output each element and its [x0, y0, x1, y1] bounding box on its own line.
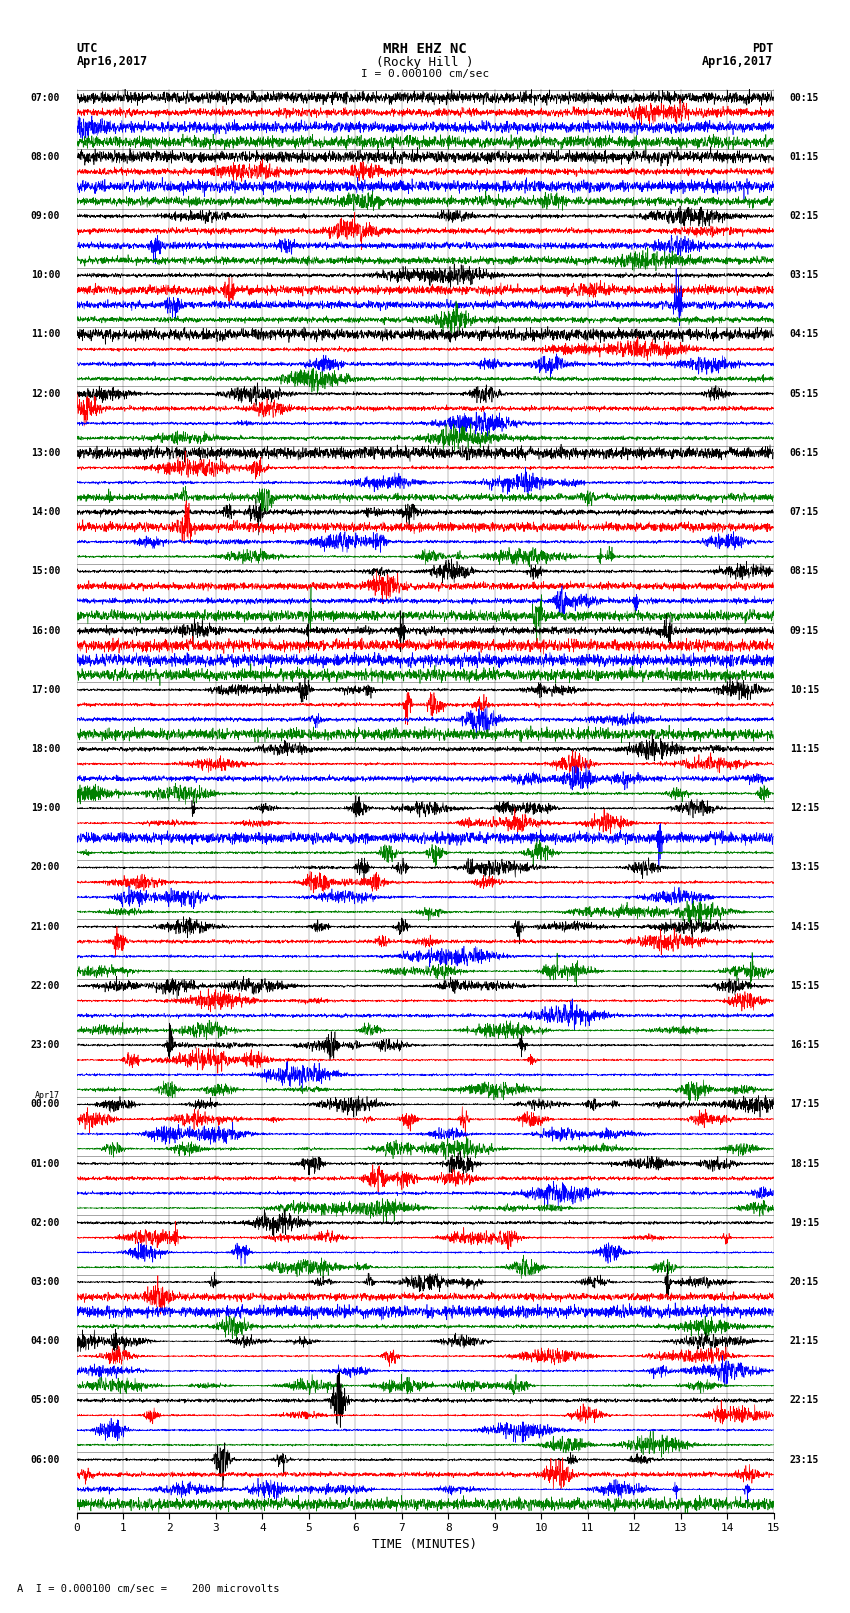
Text: 00:15: 00:15: [790, 92, 819, 103]
Text: UTC: UTC: [76, 42, 98, 55]
Text: I = 0.000100 cm/sec: I = 0.000100 cm/sec: [361, 69, 489, 79]
Text: 08:15: 08:15: [790, 566, 819, 576]
Text: 23:00: 23:00: [31, 1040, 60, 1050]
Text: 18:15: 18:15: [790, 1158, 819, 1168]
Text: 23:15: 23:15: [790, 1455, 819, 1465]
Text: 16:00: 16:00: [31, 626, 60, 636]
Text: 02:00: 02:00: [31, 1218, 60, 1227]
Text: 10:15: 10:15: [790, 686, 819, 695]
Text: 09:15: 09:15: [790, 626, 819, 636]
Text: 08:00: 08:00: [31, 152, 60, 161]
Text: 12:15: 12:15: [790, 803, 819, 813]
Text: 18:00: 18:00: [31, 744, 60, 753]
Text: Apr16,2017: Apr16,2017: [76, 55, 148, 68]
Text: 15:15: 15:15: [790, 981, 819, 990]
Text: 06:15: 06:15: [790, 448, 819, 458]
Text: (Rocky Hill ): (Rocky Hill ): [377, 56, 473, 69]
Text: 11:15: 11:15: [790, 744, 819, 753]
Text: MRH EHZ NC: MRH EHZ NC: [383, 42, 467, 56]
Text: 07:15: 07:15: [790, 506, 819, 518]
Text: 07:00: 07:00: [31, 92, 60, 103]
Text: 16:15: 16:15: [790, 1040, 819, 1050]
Text: 05:00: 05:00: [31, 1395, 60, 1405]
Text: 19:00: 19:00: [31, 803, 60, 813]
Text: 22:15: 22:15: [790, 1395, 819, 1405]
Text: 12:00: 12:00: [31, 389, 60, 398]
Text: 15:00: 15:00: [31, 566, 60, 576]
Text: 17:15: 17:15: [790, 1100, 819, 1110]
Text: 20:15: 20:15: [790, 1277, 819, 1287]
Text: 10:00: 10:00: [31, 271, 60, 281]
Text: 14:00: 14:00: [31, 506, 60, 518]
Text: 22:00: 22:00: [31, 981, 60, 990]
Text: 06:00: 06:00: [31, 1455, 60, 1465]
Text: 05:15: 05:15: [790, 389, 819, 398]
Text: 21:15: 21:15: [790, 1336, 819, 1347]
Text: 00:00: 00:00: [31, 1100, 60, 1110]
Text: 13:00: 13:00: [31, 448, 60, 458]
Text: 13:15: 13:15: [790, 863, 819, 873]
Text: 09:00: 09:00: [31, 211, 60, 221]
Text: 17:00: 17:00: [31, 686, 60, 695]
Text: A  I = 0.000100 cm/sec =    200 microvolts: A I = 0.000100 cm/sec = 200 microvolts: [17, 1584, 280, 1594]
Text: 02:15: 02:15: [790, 211, 819, 221]
Text: 01:15: 01:15: [790, 152, 819, 161]
Text: 04:00: 04:00: [31, 1336, 60, 1347]
Text: 11:00: 11:00: [31, 329, 60, 339]
Text: 19:15: 19:15: [790, 1218, 819, 1227]
Text: 14:15: 14:15: [790, 921, 819, 932]
Text: Apr16,2017: Apr16,2017: [702, 55, 774, 68]
Text: 21:00: 21:00: [31, 921, 60, 932]
X-axis label: TIME (MINUTES): TIME (MINUTES): [372, 1537, 478, 1550]
Text: 03:00: 03:00: [31, 1277, 60, 1287]
Text: Apr17: Apr17: [35, 1090, 60, 1100]
Text: 20:00: 20:00: [31, 863, 60, 873]
Text: 04:15: 04:15: [790, 329, 819, 339]
Text: PDT: PDT: [752, 42, 774, 55]
Text: 03:15: 03:15: [790, 271, 819, 281]
Text: 01:00: 01:00: [31, 1158, 60, 1168]
